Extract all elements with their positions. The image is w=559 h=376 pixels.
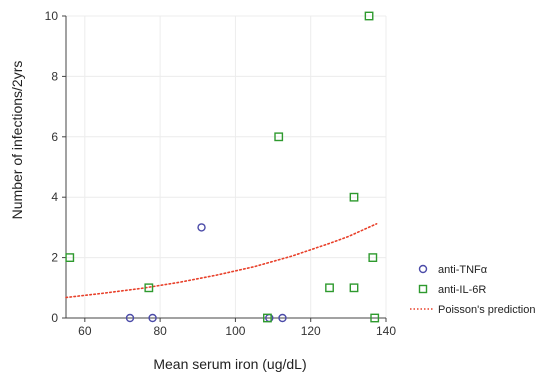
anti-il6r-point <box>370 313 380 323</box>
anti-tnf-point <box>197 223 206 232</box>
x-tick-label: 80 <box>153 324 167 338</box>
axes <box>65 16 386 319</box>
anti-il6r-point <box>263 313 272 323</box>
legend-anti-tnf-label: anti-TNFα <box>438 264 488 276</box>
legend-anti-il6r-label: anti-IL-6R <box>438 284 486 296</box>
y-tick-label: 2 <box>51 251 58 265</box>
y-tick-label: 4 <box>51 190 58 204</box>
y-tick-label: 8 <box>51 69 58 83</box>
anti-il6r-point <box>349 192 359 202</box>
legend-anti-il6r-marker <box>418 284 428 294</box>
legend-anti-tnf-marker <box>418 264 428 274</box>
y-axis-label: Number of infections/2yrs <box>9 61 25 220</box>
poisson-prediction-line <box>65 223 378 299</box>
anti-il6r-point <box>368 253 378 262</box>
x-tick-label: 60 <box>78 324 92 338</box>
anti-il6r-point <box>325 283 334 293</box>
y-tick-label: 10 <box>45 9 59 23</box>
x-tick-label: 140 <box>376 324 396 338</box>
legend-poisson-label: Poisson's prediction <box>438 304 536 316</box>
data-points <box>65 11 380 323</box>
anti-tnf-point <box>148 313 157 323</box>
y-tick-label: 6 <box>51 130 58 144</box>
anti-il6r-point <box>349 283 359 293</box>
poisson-line-layer <box>65 223 378 299</box>
anti-il6r-point <box>274 132 284 142</box>
x-axis-label: Mean serum iron (ug/dL) <box>153 356 306 372</box>
x-tick-label: 100 <box>225 324 245 338</box>
anti-tnf-point <box>278 313 287 323</box>
anti-il6r-point <box>65 253 75 262</box>
anti-il6r-point <box>364 11 374 21</box>
y-tick-label: 0 <box>51 311 58 325</box>
x-tick-label: 120 <box>301 324 321 338</box>
anti-tnf-point <box>125 313 135 323</box>
tick-labels: 60 80 100 120 140 0 2 4 6 8 10 <box>45 9 397 338</box>
legend: anti-TNFα anti-IL-6R Poisson's predictio… <box>410 264 536 316</box>
anti-il6r-point <box>144 283 154 293</box>
